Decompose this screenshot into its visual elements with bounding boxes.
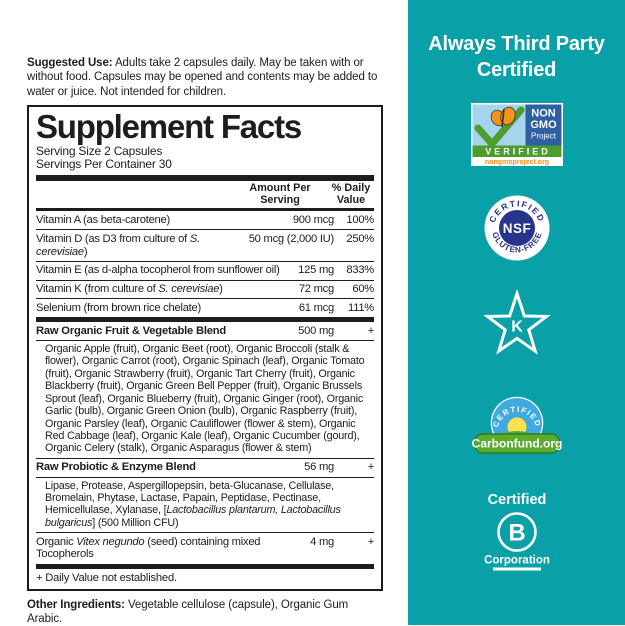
row-daily-value: 250% (346, 232, 374, 245)
blend-header-row: Raw Probiotic & Enzyme Blend 56 mg + (36, 459, 374, 478)
supplement-facts-box: Supplement Facts Serving Size 2 Capsules… (27, 104, 383, 591)
non-gmo-line3: Project (531, 132, 557, 141)
row-amount: 61 mcg (298, 301, 334, 314)
bcorp-certified-text: Certified (487, 492, 546, 508)
row-daily-value: 60% (352, 283, 374, 296)
bcorp-underline (492, 567, 541, 571)
row-amount: 125 mg (298, 264, 334, 277)
bcorp-corporation-text: Corporation (484, 555, 550, 567)
supplement-facts-title: Supplement Facts (36, 107, 302, 145)
row-daily-value: 100% (346, 213, 374, 226)
column-header-amount: Amount Per Serving (249, 181, 311, 206)
carbonfund-banner-text: Carbonfund.org (472, 437, 562, 451)
row-daily-value: 111% (348, 301, 374, 314)
blend-header-row: Raw Organic Fruit & Vegetable Blend 500 … (36, 322, 375, 342)
blend-amount: 500 mg (298, 324, 334, 337)
carbonfund-banner (472, 433, 561, 454)
suggested-use-heading: Suggested Use: (27, 57, 113, 69)
servings-per-container: Servings Per Container 30 (36, 157, 172, 172)
nsf-logo-text: NSF (502, 221, 531, 236)
supplement-label-panel: Suggested Use: Adults take 2 capsules da… (27, 56, 383, 626)
blend-daily-value: + (367, 324, 375, 337)
bcorp-b-letter: B (508, 520, 525, 547)
blend-name: Raw Probiotic & Enzyme Blend (36, 461, 196, 474)
b-corp-badge: Certified B Corporation (484, 492, 550, 571)
nsf-gluten-free-badge: CERTIFIED GLUTEN-FREE NSF (484, 195, 549, 261)
facts-header-row: Amount Per Serving % Daily Value (36, 181, 374, 212)
table-row: Organic Vitex negundo (seed) containing … (36, 533, 374, 569)
other-ingredients: Other Ingredients: Vegetable cellulose (… (27, 598, 383, 626)
blue-box (525, 104, 561, 146)
table-row: Selenium (from brown rice chelate) 61 mc… (36, 299, 374, 323)
table-row: Vitamin D (as D3 from culture of S. cere… (36, 230, 374, 262)
star-icon (482, 290, 551, 355)
blend-daily-value: + (367, 461, 375, 474)
non-gmo-project-verified-badge: NON GMO Project VERIFIED nongmoproject.o… (470, 103, 563, 166)
table-row: Vitamin E (as d-alpha tocopherol from su… (36, 262, 374, 281)
b-circle-icon (496, 512, 537, 552)
blend-ingredients: Lipase, Protease, Aspergillopepsin, beta… (36, 478, 374, 534)
star-k-kosher-badge: K (482, 290, 551, 355)
suggested-use-text: Adults take 2 capsules daily. May be tak… (27, 57, 378, 98)
butterfly-icon (490, 106, 516, 128)
table-row: Vitamin K (from culture of S. cerevisiae… (36, 281, 374, 300)
carbonfund-badge: CERTIFIED Carbonfund.org (472, 396, 562, 454)
certification-sidebar: Always Third Party Certified NON GMO Pro… (408, 0, 625, 625)
kosher-k-letter: K (511, 319, 523, 336)
row-amount: 50 mcg (2,000 IU) (248, 232, 335, 245)
nsf-inner-circle (498, 210, 535, 246)
daily-value-footnote: + Daily Value not established. (36, 571, 177, 584)
blend-name: Raw Organic Fruit & Vegetable Blend (36, 324, 227, 337)
non-gmo-line1: NON (531, 108, 556, 120)
other-ingredients-text: Vegetable cellulose (capsule), Organic G… (27, 598, 349, 625)
divider-thick (36, 174, 374, 181)
suggested-use: Suggested Use: Adults take 2 capsules da… (27, 56, 383, 99)
row-amount: 72 mcg (298, 283, 334, 296)
row-daily-value: 833% (346, 264, 374, 277)
non-gmo-url: nongmoproject.org (484, 159, 548, 166)
verified-text: VERIFIED (485, 147, 551, 157)
row-daily-value: + (367, 535, 375, 548)
row-amount: 4 mg (310, 535, 334, 548)
sidebar-heading: Always Third Party Certified (428, 33, 605, 81)
row-amount: 900 mcg (292, 213, 334, 226)
non-gmo-line2: GMO (530, 119, 557, 131)
blend-ingredients: Organic Apple (fruit), Organic Beet (roo… (36, 341, 374, 459)
column-header-daily-value: % Daily Value (331, 181, 371, 206)
other-ingredients-heading: Other Ingredients: (27, 598, 125, 611)
table-row: Vitamin A (as beta-carotene) 900 mcg 100… (36, 211, 374, 231)
serving-size: Serving Size 2 Capsules (36, 143, 163, 158)
blend-amount: 56 mg (304, 461, 334, 474)
